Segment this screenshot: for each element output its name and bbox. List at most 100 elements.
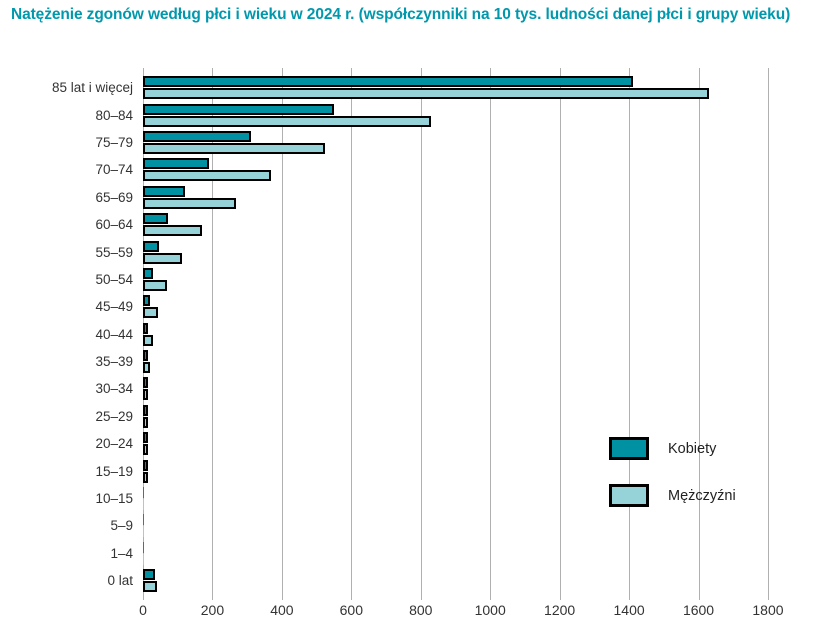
age-row: 40–44 (10, 321, 830, 348)
y-axis-label: 70–74 (95, 162, 133, 178)
y-axis-label: 10–15 (95, 491, 133, 507)
x-axis-tick-label: 1200 (544, 602, 576, 618)
age-row: 1–4 (10, 540, 830, 567)
bar-kobiety (143, 377, 148, 389)
bar-mezczyzni (143, 225, 203, 237)
gridline (212, 68, 214, 600)
gridline (420, 68, 422, 600)
x-axis-tick-label: 1800 (752, 602, 784, 618)
y-axis-label: 35–39 (95, 354, 133, 370)
age-row: 0 lat (10, 567, 830, 594)
gridline (490, 68, 492, 600)
age-row: 50–54 (10, 266, 830, 293)
age-row: 35–39 (10, 348, 830, 375)
bar-pair (143, 487, 830, 511)
bar-kobiety (143, 158, 209, 170)
bar-kobiety (143, 432, 148, 444)
bar-pair (143, 541, 830, 565)
legend-item-mezczyzni: Mężczyźni (609, 484, 736, 507)
gridline (351, 68, 353, 600)
bar-pair (143, 213, 830, 237)
y-axis-label: 20–24 (95, 436, 133, 452)
age-row: 20–24 (10, 430, 830, 457)
age-row: 30–34 (10, 375, 830, 402)
age-row: 25–29 (10, 403, 830, 430)
legend-label-kobiety: Kobiety (668, 440, 717, 457)
bar-pair (143, 432, 830, 456)
bar-kobiety (143, 459, 148, 471)
x-axis-tick-label: 200 (200, 602, 225, 618)
bar-pair (143, 158, 830, 182)
bar-mezczyzni (143, 444, 148, 456)
y-axis-label: 80–84 (95, 107, 133, 123)
x-axis-tick-label: 0 (139, 602, 147, 618)
bar-pair (143, 404, 830, 428)
bar-pair (143, 569, 830, 593)
y-axis-label: 60–64 (95, 217, 133, 233)
bar-pair (143, 103, 830, 127)
legend-swatch-kobiety (609, 437, 649, 460)
bar-mezczyzni (143, 389, 148, 401)
y-axis-label: 65–69 (95, 189, 133, 205)
age-row: 85 lat i więcej (10, 74, 830, 101)
bar-kobiety (143, 103, 334, 115)
x-axis: 0 200 400 600 800 1000 1200 1400 1600 1800 (10, 602, 830, 622)
y-axis-label: 85 lat i więcej (51, 80, 133, 96)
bar-kobiety (143, 295, 150, 307)
x-axis-tick-label: 800 (409, 602, 433, 618)
bar-pair (143, 130, 830, 154)
legend-swatch-mezczyzni (609, 484, 649, 507)
bar-kobiety (143, 267, 154, 279)
bar-mezczyzni (143, 471, 148, 483)
bar-mezczyzni (143, 307, 159, 319)
y-axis-label: 45–49 (95, 299, 133, 315)
bar-pair (143, 459, 830, 483)
gridline (767, 68, 769, 600)
x-axis-tick-label: 400 (270, 602, 294, 618)
y-axis-label: 50–54 (95, 271, 133, 287)
bar-mezczyzni (143, 142, 326, 154)
y-axis-label: 0 lat (107, 573, 133, 589)
bar-mezczyzni (143, 170, 272, 182)
gridline (629, 68, 631, 600)
gridline (559, 68, 561, 600)
bar-mezczyzni (143, 334, 153, 346)
bar-kobiety (143, 185, 185, 197)
bar-kobiety (143, 569, 156, 581)
bar-kobiety (143, 240, 159, 252)
gridline (698, 68, 700, 600)
bar-pair (143, 185, 830, 209)
bar-pair (143, 377, 830, 401)
bar-pair (143, 267, 830, 291)
age-row: 15–19 (10, 457, 830, 484)
bar-mezczyzni (143, 362, 150, 374)
legend-item-kobiety: Kobiety (609, 437, 736, 460)
bar-kobiety (143, 350, 148, 362)
age-row: 80–84 (10, 101, 830, 128)
legend: Kobiety Mężczyźni (609, 437, 736, 531)
age-row: 55–59 (10, 238, 830, 265)
bar-mezczyzni (143, 581, 157, 593)
bar-mezczyzni (143, 279, 168, 291)
gridline (143, 68, 144, 600)
bar-mezczyzni (143, 115, 432, 127)
y-axis-label: 1–4 (110, 545, 133, 561)
y-axis-label: 5–9 (110, 518, 133, 534)
x-axis-tick-label: 1600 (682, 602, 715, 618)
legend-label-mezczyzni: Mężczyźni (668, 487, 736, 504)
age-row: 65–69 (10, 184, 830, 211)
bar-kobiety (143, 322, 148, 334)
bar-pair (143, 514, 830, 538)
bar-pair (143, 240, 830, 264)
y-axis-label: 40–44 (95, 326, 133, 342)
bar-mezczyzni (143, 252, 183, 264)
bar-kobiety (143, 213, 169, 225)
bar-pair (143, 350, 830, 374)
bar-kobiety (143, 130, 251, 142)
x-axis-tick-label: 600 (339, 602, 363, 618)
age-row: 75–79 (10, 129, 830, 156)
bar-mezczyzni (143, 416, 148, 428)
bar-kobiety (143, 404, 148, 416)
gridline (281, 68, 283, 600)
y-axis-label: 30–34 (95, 381, 133, 397)
